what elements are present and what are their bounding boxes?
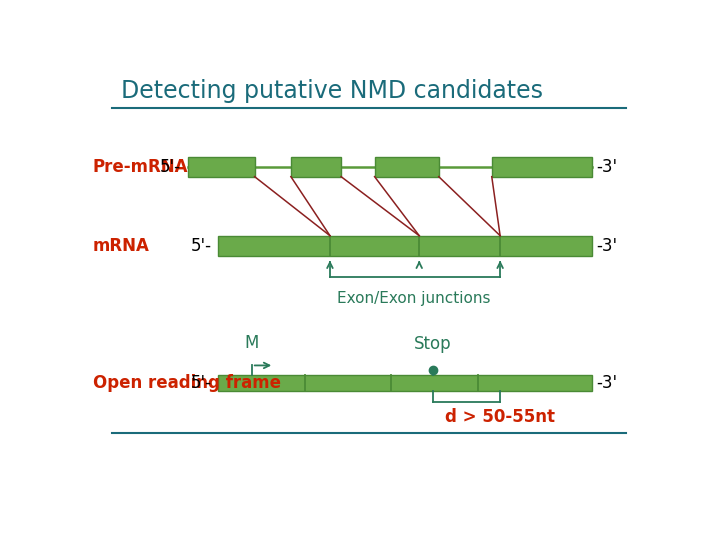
Text: 5'-: 5'- — [191, 237, 212, 255]
Text: -3': -3' — [597, 158, 618, 176]
Bar — [291, 157, 341, 177]
Bar — [188, 157, 255, 177]
Text: 5'-: 5'- — [191, 374, 212, 392]
Text: -3': -3' — [597, 374, 618, 392]
Bar — [218, 375, 593, 391]
Bar — [492, 157, 593, 177]
Text: Open reading frame: Open reading frame — [93, 374, 281, 392]
Text: d > 50-55nt: d > 50-55nt — [445, 408, 555, 426]
Text: -3': -3' — [597, 237, 618, 255]
Text: mRNA: mRNA — [93, 237, 150, 255]
Bar — [374, 157, 438, 177]
Text: Detecting putative NMD candidates: Detecting putative NMD candidates — [121, 79, 543, 103]
Bar — [218, 235, 593, 255]
Text: 5'-: 5'- — [159, 158, 181, 176]
Text: Stop: Stop — [414, 335, 452, 353]
Text: M: M — [245, 334, 259, 353]
Text: Pre-mRNA: Pre-mRNA — [93, 158, 189, 176]
Text: Exon/Exon junctions: Exon/Exon junctions — [337, 292, 490, 306]
